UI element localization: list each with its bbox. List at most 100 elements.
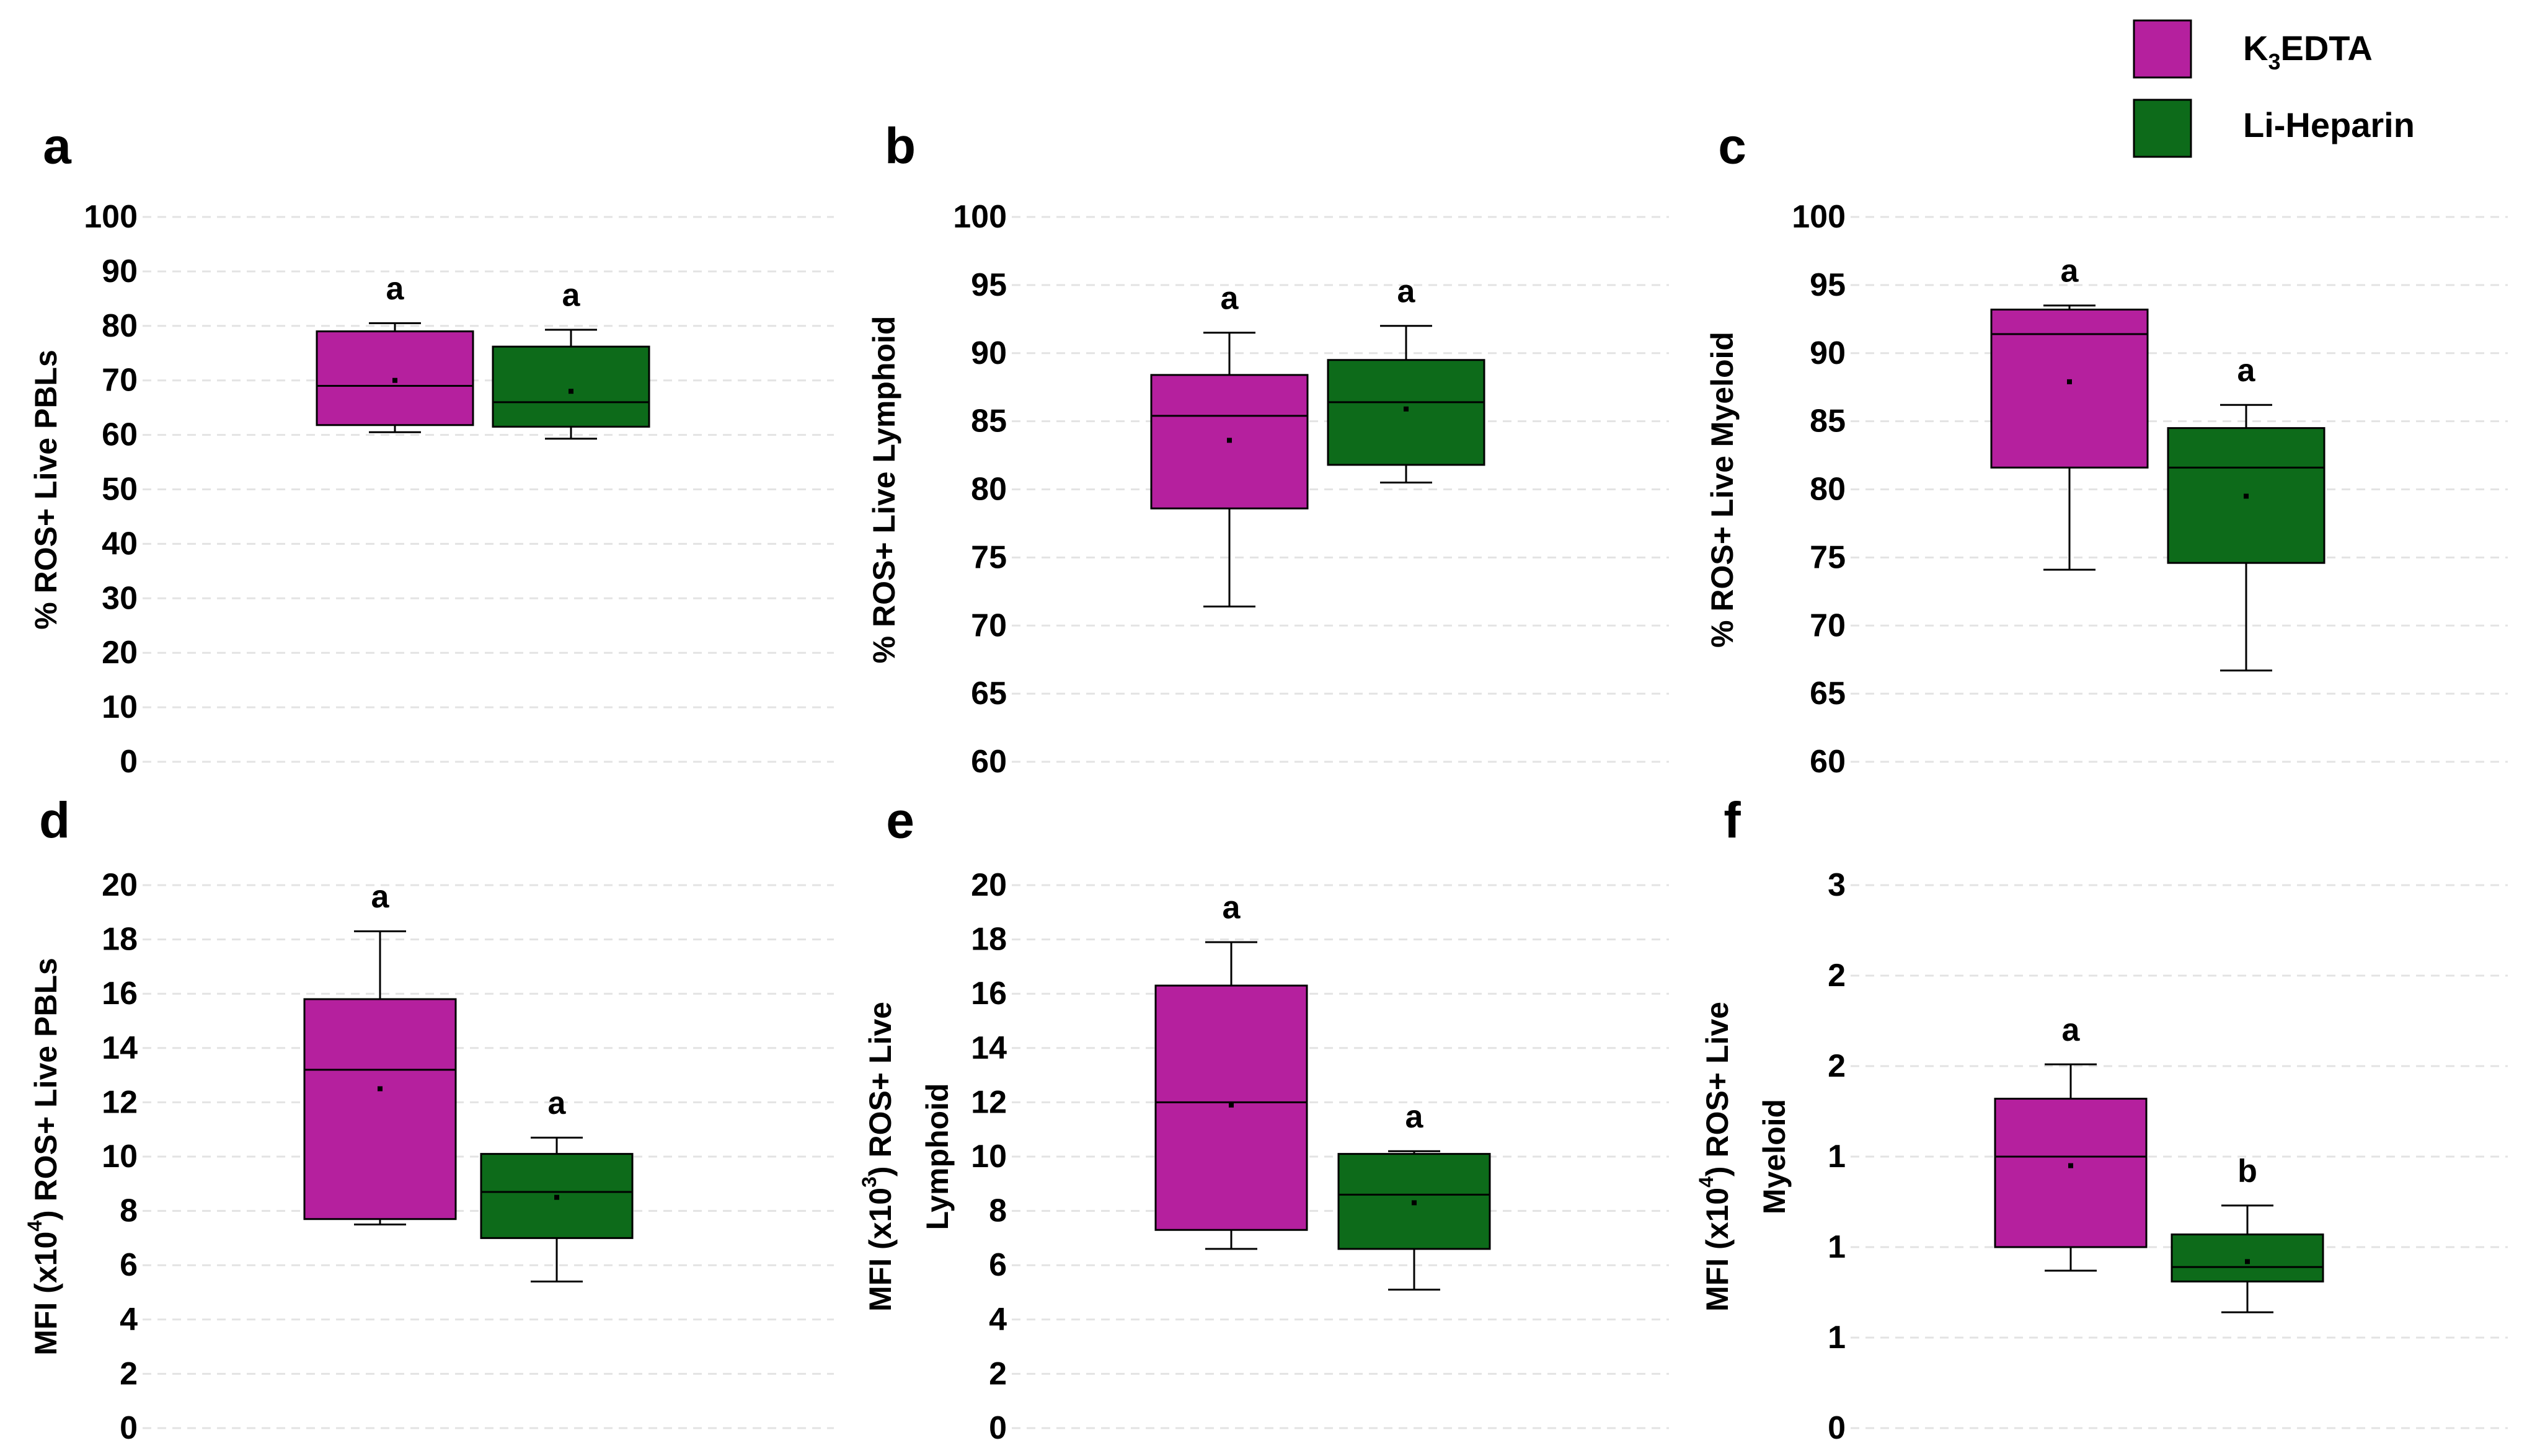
y-tick-label: 70 xyxy=(1810,607,1846,643)
significance-letter: a xyxy=(386,271,405,307)
y-tick-label: 1 xyxy=(1828,1320,1846,1356)
mean-marker xyxy=(554,1194,559,1200)
y-tick-label: 2 xyxy=(989,1356,1007,1392)
panel-e: e 0 2 4 6 8 10 12 14 16 18 20 MFI (x103) ROS+ Live Ly… xyxy=(858,793,1669,1446)
y-tick-label: 50 xyxy=(102,472,138,508)
box-li-heparin: b xyxy=(2171,1154,2324,1313)
y-axis-label-part: ) ROS+ Live PBLs xyxy=(29,958,63,1220)
y-tick-label: 85 xyxy=(971,404,1007,439)
mean-marker xyxy=(1227,438,1232,443)
mean-marker xyxy=(2245,1259,2250,1264)
legend-label: Li-Heparin xyxy=(2243,105,2415,144)
y-tick-label: 70 xyxy=(102,363,138,399)
y-tick-label: 6 xyxy=(989,1247,1007,1283)
y-tick-label: 80 xyxy=(1810,472,1846,508)
box-iqr xyxy=(303,998,457,1220)
legend-label: K3EDTA xyxy=(2243,29,2373,74)
y-tick-label: 70 xyxy=(971,607,1007,643)
significance-letter: a xyxy=(1221,281,1239,317)
panel-label: d xyxy=(39,793,70,849)
y-tick-label: 0 xyxy=(1828,1410,1846,1446)
y-tick-label: 100 xyxy=(953,199,1007,235)
y-tick-label: 2 xyxy=(1828,958,1846,994)
y-tick-label: 20 xyxy=(102,867,138,903)
y-tick-label: 90 xyxy=(102,254,138,289)
y-axis-label: MFI (x104) ROS+ Live xyxy=(1695,1002,1735,1312)
legend-item-li-heparin: Li-Heparin xyxy=(2133,99,2415,158)
y-axis-label-part: MFI (x10 xyxy=(1700,1188,1735,1312)
y-tick-label: 60 xyxy=(971,744,1007,780)
y-axis-label-part: % ROS+ Live Myeloid xyxy=(1705,332,1740,648)
significance-letter: b xyxy=(2237,1154,2257,1189)
mean-marker xyxy=(2068,1163,2073,1168)
significance-letter: a xyxy=(371,879,390,915)
y-tick-label: 10 xyxy=(971,1139,1007,1175)
significance-letter: a xyxy=(2062,1012,2081,1048)
y-tick-label: 0 xyxy=(120,744,138,780)
y-axis-label-sup: 3 xyxy=(858,1176,880,1188)
y-tick-label: 75 xyxy=(971,539,1007,575)
y-axis-label: % ROS+ Live PBLs xyxy=(29,350,63,630)
y-tick-label: 18 xyxy=(971,922,1007,958)
box-k3edta: a xyxy=(316,271,474,433)
box-li-heparin: a xyxy=(492,278,650,440)
y-tick-label: 85 xyxy=(1810,404,1846,439)
legend-label-main: Li-Heparin xyxy=(2243,105,2415,144)
significance-letter: a xyxy=(2237,353,2256,389)
box-li-heparin: a xyxy=(1327,274,1485,484)
mean-marker xyxy=(2067,379,2072,384)
significance-letter: a xyxy=(1397,274,1416,310)
box-li-heparin: a xyxy=(480,1085,634,1282)
y-tick-label: 65 xyxy=(971,676,1007,712)
y-tick-label: 18 xyxy=(102,922,138,958)
y-tick-label: 1 xyxy=(1828,1139,1846,1175)
y-tick-label: 0 xyxy=(120,1410,138,1446)
panel-label: f xyxy=(1724,793,1741,849)
y-tick-label: 14 xyxy=(971,1030,1007,1066)
y-tick-label: 10 xyxy=(102,1139,138,1175)
significance-letter: a xyxy=(1223,890,1241,926)
y-tick-label: 10 xyxy=(102,689,138,725)
y-axis-label: % ROS+ Live Lymphoid xyxy=(867,316,901,664)
box-k3edta: a xyxy=(1990,254,2149,571)
box-k3edta: a xyxy=(1150,281,1309,607)
significance-letter: a xyxy=(548,1085,567,1121)
y-tick-label: 95 xyxy=(1810,267,1846,303)
panel-label: a xyxy=(43,118,72,175)
panel-label: b xyxy=(885,118,916,175)
y-tick-label: 12 xyxy=(102,1084,138,1120)
legend: K3EDTA Li-Heparin xyxy=(2133,19,2415,158)
panel-label: c xyxy=(1718,118,1746,175)
y-tick-label: 4 xyxy=(120,1302,138,1338)
mean-marker xyxy=(1412,1200,1417,1206)
panel-c: c 60 65 70 75 80 85 90 95 100 % ROS+ Live Myeloid a… xyxy=(1705,118,2508,780)
y-axis-label-part: ) ROS+ Live xyxy=(863,1002,898,1176)
y-tick-label: 16 xyxy=(102,976,138,1012)
y-axis-label: Lymphoid xyxy=(920,1083,955,1230)
panel-label: e xyxy=(886,793,914,849)
y-tick-label: 60 xyxy=(102,417,138,453)
panel-a: a 0 10 20 30 40 50 60 70 80 90 100 % ROS+ Live PBLs a… xyxy=(29,118,834,780)
y-axis-label-part: % ROS+ Live Lymphoid xyxy=(867,316,901,664)
y-tick-label: 30 xyxy=(102,580,138,616)
y-axis-label: MFI (x104) ROS+ Live PBLs xyxy=(24,958,63,1356)
box-k3edta: a xyxy=(1994,1012,2148,1272)
y-tick-label: 1 xyxy=(1828,1229,1846,1265)
legend-label-main: K xyxy=(2243,29,2268,68)
y-axis-label-part: % ROS+ Live PBLs xyxy=(29,350,63,630)
y-axis-label-sup: 4 xyxy=(24,1220,46,1232)
mean-marker xyxy=(1404,406,1409,412)
significance-letter: a xyxy=(562,278,581,314)
y-tick-label: 20 xyxy=(971,867,1007,903)
legend-swatch xyxy=(2133,99,2192,158)
y-axis-label: % ROS+ Live Myeloid xyxy=(1705,332,1740,648)
y-tick-label: 14 xyxy=(102,1030,138,1066)
box-li-heparin: a xyxy=(2167,353,2326,672)
y-axis-label: MFI (x103) ROS+ Live xyxy=(858,1002,898,1312)
box-k3edta: a xyxy=(303,879,457,1225)
y-tick-label: 60 xyxy=(1810,744,1846,780)
y-tick-label: 100 xyxy=(1792,199,1846,235)
y-tick-label: 0 xyxy=(989,1410,1007,1446)
